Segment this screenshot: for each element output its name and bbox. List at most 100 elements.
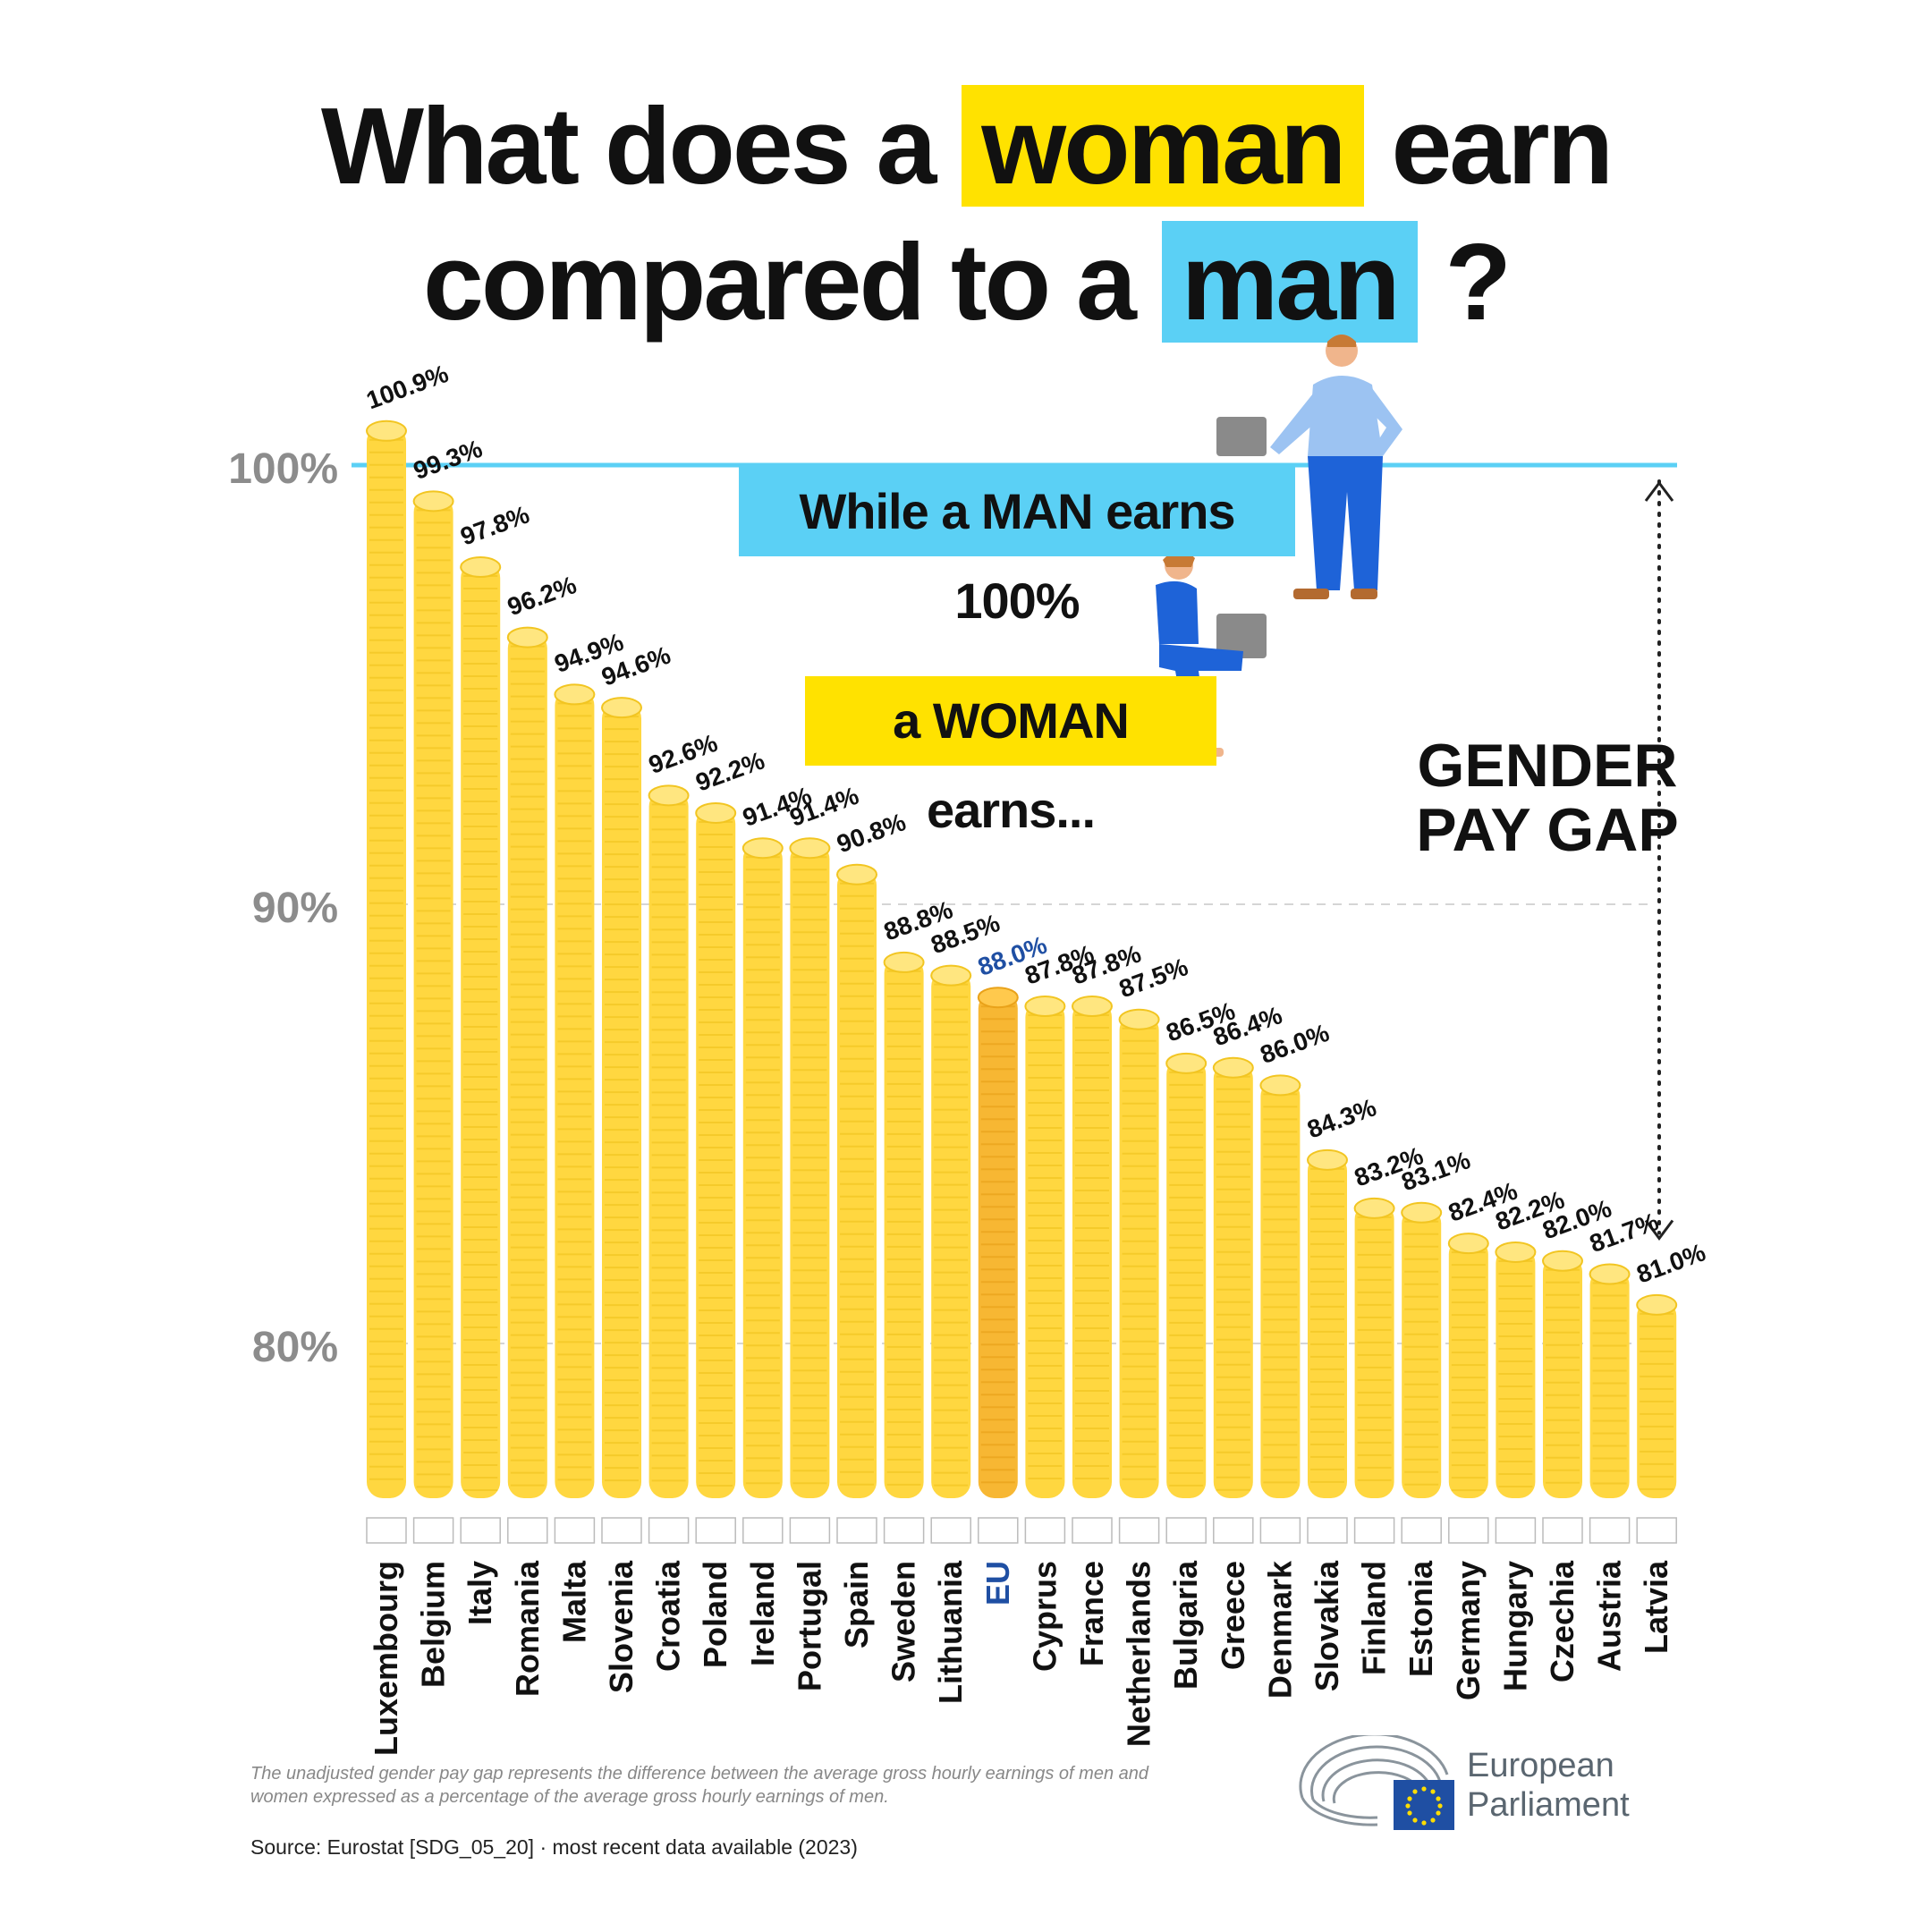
y-tick-label: 100% <box>228 445 338 493</box>
top-coin <box>1589 1263 1631 1285</box>
flag-icon <box>1213 1517 1254 1544</box>
data-label: 99.3% <box>410 435 486 485</box>
top-coin <box>1259 1074 1301 1097</box>
top-coin <box>977 987 1019 1009</box>
category-label: Germany <box>1450 1561 1487 1700</box>
category-label: Ireland <box>744 1561 781 1666</box>
bar-coin-stack <box>1543 1255 1582 1498</box>
footnote: The unadjusted gender pay gap represents… <box>250 1764 1148 1807</box>
category-label: Romania <box>509 1560 546 1697</box>
flag-icon <box>1165 1517 1207 1544</box>
pay-gap-arrow-bottom <box>1644 1219 1674 1241</box>
flag-icon <box>1495 1517 1537 1544</box>
category-label: France <box>1073 1561 1110 1666</box>
bar-coin-stack <box>1260 1080 1301 1498</box>
category-label: Denmark <box>1261 1560 1298 1699</box>
top-coin <box>1495 1241 1537 1263</box>
flag-icon <box>1259 1517 1301 1544</box>
top-coin <box>506 626 548 648</box>
wordmark-line-2: Parliament <box>1467 1786 1630 1824</box>
top-coin <box>412 490 454 513</box>
woman-earns-callout: a WOMAN earns... <box>805 676 1216 838</box>
top-coin <box>1212 1056 1254 1079</box>
flag-icon <box>412 1517 454 1544</box>
man-earns-callout: While a MAN earns 100% <box>739 467 1295 629</box>
chart-title-line-2: compared to a man ? <box>0 221 1932 343</box>
flag-icon <box>460 1517 501 1544</box>
bar-coin-stack <box>507 631 547 1498</box>
bar-coin-stack <box>413 496 453 1498</box>
data-label: 84.3% <box>1303 1093 1379 1143</box>
flag-icon <box>648 1517 690 1544</box>
laptop-icon-woman <box>1216 614 1267 658</box>
category-label: Lithuania <box>932 1560 969 1704</box>
top-coin <box>554 683 596 706</box>
category-label: Bulgaria <box>1167 1560 1204 1690</box>
title-highlight-man: man <box>1161 221 1418 343</box>
title-text-3: compared to a <box>422 221 1162 343</box>
top-coin <box>460 556 502 579</box>
category-label: Finland <box>1356 1561 1393 1675</box>
top-coin <box>601 697 642 719</box>
bar-coin-stack <box>1119 1013 1159 1498</box>
top-coin <box>366 419 407 442</box>
y-tick-label: 80% <box>252 1324 338 1371</box>
bar-coin-stack <box>696 807 736 1498</box>
bar-coin-stack <box>648 790 689 1498</box>
data-label: 97.8% <box>457 500 533 550</box>
top-coin <box>1165 1052 1208 1074</box>
laptop-icon <box>1216 417 1267 456</box>
flag-icon <box>930 1517 971 1544</box>
category-label: Spain <box>838 1561 875 1648</box>
category-label: Portugal <box>791 1561 827 1691</box>
bar-coin-stack <box>555 689 595 1498</box>
top-coin <box>883 951 925 973</box>
gender-pay-gap-label: GENDER PAY GAP <box>1413 733 1682 862</box>
european-parliament-logo <box>1299 1735 1454 1830</box>
flag-icon <box>1024 1517 1066 1544</box>
category-label: Malta <box>555 1560 592 1643</box>
flag-icon <box>601 1517 642 1544</box>
bar-coin-stack <box>1308 1154 1347 1498</box>
category-label: Austria <box>1591 1560 1628 1672</box>
flag-icon <box>1307 1517 1348 1544</box>
top-coin <box>1401 1201 1443 1224</box>
bar-coin-stack <box>1637 1299 1677 1498</box>
chart-title-line-1: What does a woman earn <box>0 85 1932 207</box>
title-text-4: ? <box>1417 221 1512 343</box>
bar-coin-stack <box>1025 1001 1065 1498</box>
flag-icon <box>1636 1517 1677 1544</box>
category-label: Slovakia <box>1309 1560 1345 1691</box>
top-coin <box>1118 1008 1160 1030</box>
flag-icon <box>742 1517 784 1544</box>
flag-icon <box>1589 1517 1631 1544</box>
category-label: Slovenia <box>603 1560 640 1693</box>
category-label: Greece <box>1215 1561 1251 1670</box>
flag-icon <box>695 1517 736 1544</box>
category-label: Estonia <box>1402 1560 1439 1677</box>
bar-coin-stack <box>884 956 924 1498</box>
flag-icon <box>883 1517 925 1544</box>
flag-icon <box>1542 1517 1583 1544</box>
data-label: 96.2% <box>504 571 580 621</box>
title-text-2: earn <box>1363 85 1614 207</box>
source-note: Source: Eurostat [SDG_05_20] · most rece… <box>250 1835 858 1859</box>
flag-icon <box>1072 1517 1113 1544</box>
gap-label-line-2: PAY GAP <box>1416 796 1679 864</box>
bar-coin-stack <box>1496 1246 1536 1498</box>
top-coin <box>930 964 972 987</box>
bar-coin-stack <box>1402 1207 1442 1498</box>
data-label: 100.9% <box>362 360 452 415</box>
category-label: Belgium <box>415 1561 452 1688</box>
flag-icon <box>554 1517 596 1544</box>
data-label: 90.8% <box>833 808 909 858</box>
flag-icon <box>978 1517 1019 1544</box>
title-text-1: What does a <box>320 85 962 207</box>
wordmark-line-1: European <box>1467 1747 1614 1784</box>
category-label: Cyprus <box>1026 1561 1063 1672</box>
category-label: Czechia <box>1544 1560 1580 1682</box>
category-label: Hungary <box>1496 1561 1533 1691</box>
flag-icon <box>1448 1517 1489 1544</box>
category-label: Sweden <box>886 1561 922 1682</box>
